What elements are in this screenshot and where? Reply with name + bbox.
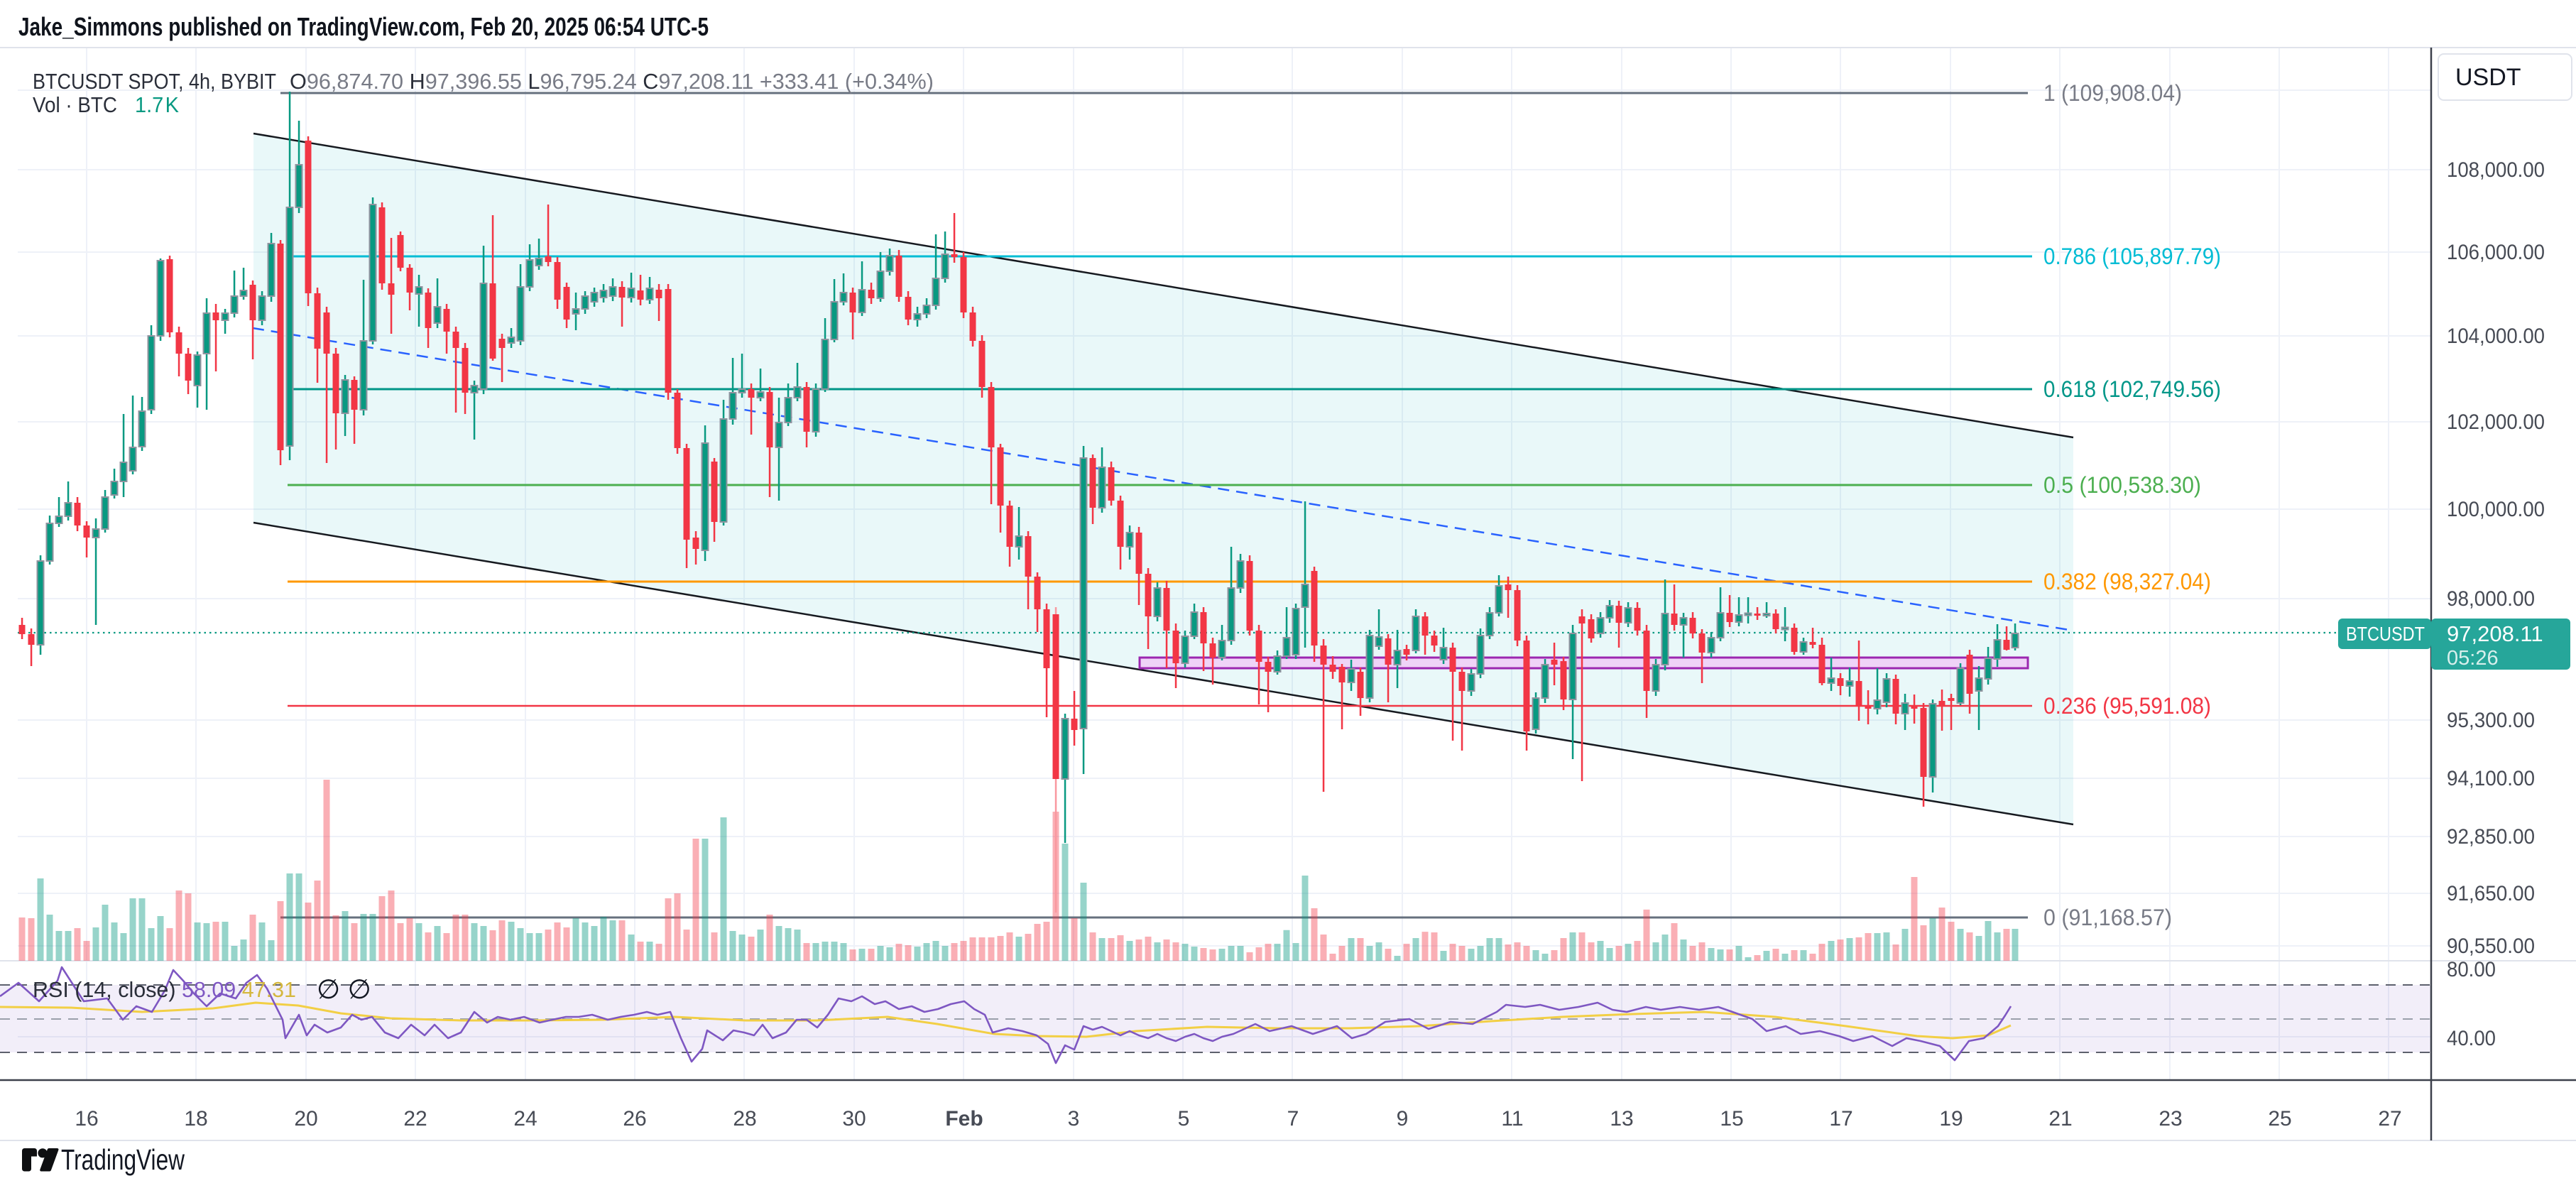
svg-text:0.382 (98,327.04): 0.382 (98,327.04) xyxy=(2043,569,2211,594)
svg-text:21: 21 xyxy=(2048,1107,2072,1131)
svg-text:15: 15 xyxy=(1720,1107,1743,1131)
svg-text:TradingView: TradingView xyxy=(61,1143,185,1176)
svg-text:RSI (14, close) 58.09 47.31: RSI (14, close) 58.09 47.31 xyxy=(33,977,296,1002)
svg-text:40.00: 40.00 xyxy=(2447,1027,2496,1050)
svg-text:05:26: 05:26 xyxy=(2447,647,2499,670)
svg-text:23: 23 xyxy=(2159,1107,2182,1131)
svg-text:27: 27 xyxy=(2378,1107,2401,1131)
svg-text:USDT: USDT xyxy=(2455,64,2521,91)
svg-text:90,550.00: 90,550.00 xyxy=(2447,935,2535,958)
svg-text:102,000.00: 102,000.00 xyxy=(2447,410,2545,434)
svg-text:25: 25 xyxy=(2268,1107,2291,1131)
svg-text:O96,874.70 H97,396.55 L96,79: O96,874.70 H97,396.55 L96,795.24 C97,208… xyxy=(290,69,934,94)
svg-text:Jake_Simmons published on Trad: Jake_Simmons published on TradingView.co… xyxy=(18,12,709,41)
svg-text:16: 16 xyxy=(75,1107,98,1131)
svg-text:108,000.00: 108,000.00 xyxy=(2447,158,2545,182)
svg-text:30: 30 xyxy=(842,1107,866,1131)
svg-text:7: 7 xyxy=(1287,1107,1299,1131)
svg-text:97,208.11: 97,208.11 xyxy=(2447,621,2543,646)
svg-text:20: 20 xyxy=(294,1107,317,1131)
svg-text:106,000.00: 106,000.00 xyxy=(2447,241,2545,264)
svg-text:BTCUSDT SPOT, 4h, BYBIT: BTCUSDT SPOT, 4h, BYBIT xyxy=(33,69,276,94)
svg-text:9: 9 xyxy=(1397,1107,1409,1131)
svg-text:3: 3 xyxy=(1068,1107,1080,1131)
svg-text:BTCUSDT: BTCUSDT xyxy=(2346,623,2425,645)
svg-text:98,000.00: 98,000.00 xyxy=(2447,587,2535,611)
svg-text:94,100.00: 94,100.00 xyxy=(2447,767,2535,790)
svg-text:104,000.00: 104,000.00 xyxy=(2447,325,2545,348)
svg-text:1.7 K: 1.7 K xyxy=(135,92,179,117)
svg-text:91,650.00: 91,650.00 xyxy=(2447,882,2535,905)
svg-text:22: 22 xyxy=(403,1107,427,1131)
svg-text:Feb: Feb xyxy=(945,1107,983,1131)
svg-text:5: 5 xyxy=(1178,1107,1190,1131)
svg-text:18: 18 xyxy=(184,1107,207,1131)
svg-text:13: 13 xyxy=(1610,1107,1633,1131)
svg-text:1 (109,908.04): 1 (109,908.04) xyxy=(2043,80,2182,106)
svg-text:95,300.00: 95,300.00 xyxy=(2447,709,2535,732)
svg-text:0.5 (100,538.30): 0.5 (100,538.30) xyxy=(2043,472,2201,498)
svg-text:100,000.00: 100,000.00 xyxy=(2447,498,2545,521)
svg-text:28: 28 xyxy=(733,1107,756,1131)
svg-text:∅ ∅: ∅ ∅ xyxy=(317,975,371,1005)
svg-text:19: 19 xyxy=(1939,1107,1963,1131)
svg-text:0.236 (95,591.08): 0.236 (95,591.08) xyxy=(2043,693,2211,719)
svg-text:0 (91,168.57): 0 (91,168.57) xyxy=(2043,905,2172,930)
svg-text:0.618 (102,749.56): 0.618 (102,749.56) xyxy=(2043,376,2221,402)
svg-text:26: 26 xyxy=(623,1107,646,1131)
svg-text:11: 11 xyxy=(1501,1107,1523,1131)
svg-text:92,850.00: 92,850.00 xyxy=(2447,825,2535,849)
svg-text:0.786 (105,897.79): 0.786 (105,897.79) xyxy=(2043,244,2221,269)
svg-text:17: 17 xyxy=(1829,1107,1852,1131)
svg-text:24: 24 xyxy=(513,1107,537,1131)
svg-text:80.00: 80.00 xyxy=(2447,958,2496,981)
svg-text:Vol · BTC: Vol · BTC xyxy=(33,92,117,117)
